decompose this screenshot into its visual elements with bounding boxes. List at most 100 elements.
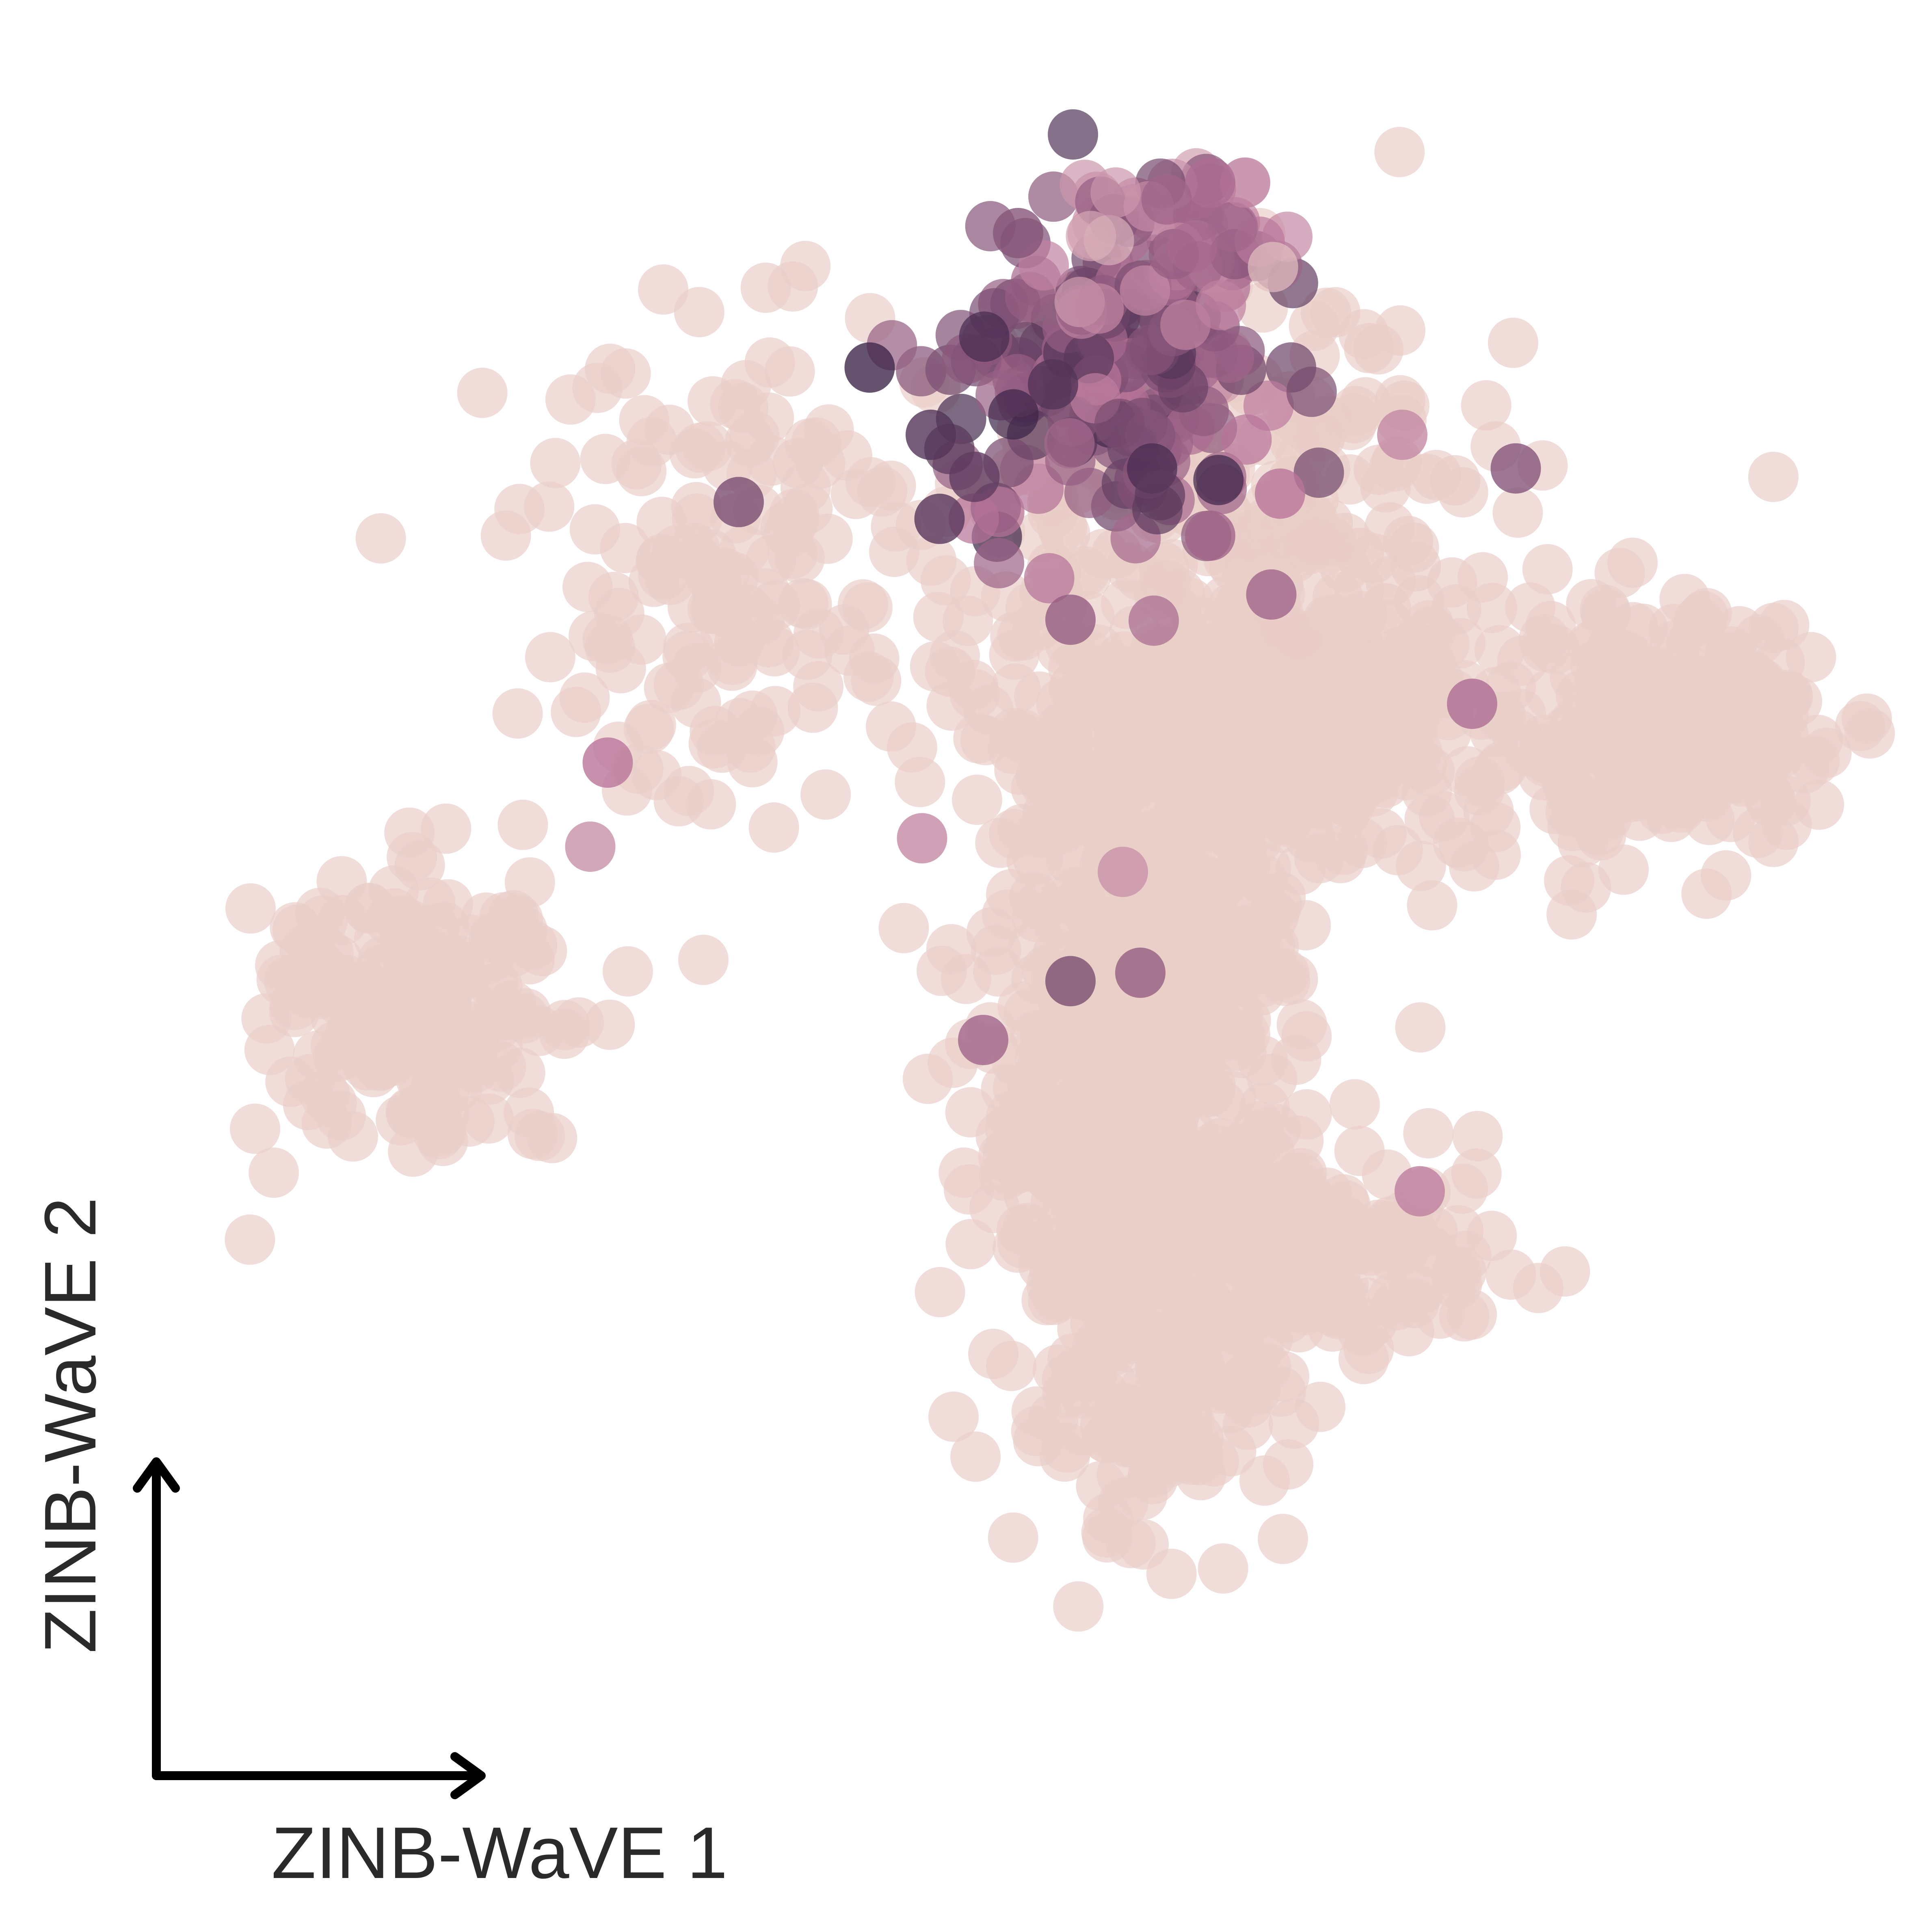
scatter-point bbox=[1042, 1113, 1092, 1164]
highlighted-point bbox=[949, 452, 1000, 502]
scatter-point bbox=[915, 1267, 965, 1318]
scatter-point bbox=[1271, 1035, 1321, 1085]
scatter-point bbox=[1147, 633, 1197, 684]
scatter-point bbox=[1275, 1152, 1326, 1203]
scatter-point bbox=[398, 1081, 449, 1132]
scatter-point bbox=[525, 632, 575, 683]
scatter-point bbox=[1748, 452, 1799, 502]
scatter-point bbox=[782, 483, 833, 534]
scatter-point bbox=[1701, 850, 1752, 901]
scatter-point bbox=[313, 1031, 363, 1082]
highlighted-point bbox=[1141, 174, 1192, 225]
scatter-point bbox=[778, 578, 828, 629]
scatter-point bbox=[1310, 744, 1361, 795]
scatter-point bbox=[638, 264, 688, 315]
scatter-point bbox=[562, 562, 613, 612]
scatter-point bbox=[1522, 544, 1573, 594]
scatter-point bbox=[514, 1005, 564, 1056]
highlighted-point bbox=[906, 409, 956, 460]
scatter-point bbox=[959, 311, 1010, 362]
scatter-point bbox=[952, 774, 1002, 825]
scatter-point bbox=[795, 438, 845, 489]
scatter-point bbox=[1492, 487, 1543, 538]
scatter-point bbox=[986, 1340, 1037, 1391]
scatter-point bbox=[1083, 215, 1134, 266]
scatter-point bbox=[1076, 1461, 1127, 1511]
scatter-point bbox=[780, 241, 831, 291]
scatter-point bbox=[559, 672, 610, 723]
scatter-point bbox=[1407, 1227, 1457, 1278]
highlighted-point bbox=[1447, 679, 1497, 729]
scatter-point bbox=[638, 549, 689, 600]
scatter-point bbox=[354, 1041, 405, 1091]
scatter-point bbox=[504, 1087, 554, 1138]
scatter-point bbox=[1395, 841, 1446, 891]
scatter-point bbox=[627, 417, 677, 467]
scatter-point bbox=[871, 501, 921, 552]
highlighted-point bbox=[1028, 359, 1078, 410]
scatter-point bbox=[1060, 1173, 1110, 1223]
scatter-point bbox=[678, 934, 729, 985]
scatter-point bbox=[1439, 1291, 1490, 1342]
scatter-point bbox=[1206, 1426, 1256, 1476]
scatter-point bbox=[664, 766, 714, 817]
scatter-point bbox=[297, 895, 348, 946]
scatter-point bbox=[1467, 583, 1518, 633]
scatter-point bbox=[1063, 889, 1113, 940]
scatter-point bbox=[1594, 548, 1645, 599]
scatter-point bbox=[1148, 748, 1199, 799]
scatter-point bbox=[1374, 127, 1425, 177]
scatter-point bbox=[1053, 1581, 1104, 1632]
scatter-point bbox=[910, 641, 960, 692]
scatter-point bbox=[974, 538, 1025, 588]
scatter-point bbox=[472, 988, 523, 1039]
scatter-point bbox=[623, 703, 674, 754]
scatter-point bbox=[1078, 1068, 1129, 1118]
scatter-point bbox=[1845, 708, 1895, 759]
highlighted-point bbox=[565, 821, 616, 872]
scatter-point bbox=[1041, 1422, 1092, 1473]
x-axis-arrowhead bbox=[450, 1752, 486, 1799]
scatter-point bbox=[1404, 794, 1455, 845]
scatter-point bbox=[750, 686, 801, 737]
scatter-point bbox=[1027, 719, 1078, 769]
highlighted-point bbox=[1220, 157, 1270, 208]
highlighted-point bbox=[1490, 443, 1541, 494]
highlighted-point bbox=[1098, 847, 1148, 897]
scatter-point bbox=[988, 389, 1039, 440]
scatter-point bbox=[1486, 1249, 1536, 1300]
axis-arrows bbox=[133, 1457, 486, 1799]
scatter-point bbox=[1128, 1189, 1178, 1240]
scatter-point bbox=[1228, 1109, 1279, 1160]
highlighted-point bbox=[1115, 947, 1166, 998]
highlighted-point bbox=[1185, 510, 1235, 561]
scatter-point bbox=[1463, 786, 1514, 836]
x-axis-label: ZINB-WaVE 1 bbox=[271, 1812, 728, 1894]
scatter-point bbox=[1103, 1240, 1153, 1291]
scatter-point bbox=[1286, 366, 1337, 417]
scatter-point bbox=[1233, 920, 1283, 970]
scatter-point bbox=[1064, 333, 1114, 384]
scatter-point bbox=[1504, 726, 1555, 776]
scatter-point bbox=[1518, 614, 1569, 665]
scatter-point bbox=[492, 688, 543, 739]
scatter-point bbox=[1461, 380, 1511, 431]
scatter-point bbox=[1287, 1228, 1338, 1279]
highlighted-point bbox=[1255, 468, 1305, 519]
scatter-point bbox=[1334, 1126, 1385, 1176]
scatter-point bbox=[971, 925, 1021, 975]
scatter-point bbox=[1368, 1272, 1419, 1323]
scatter-point bbox=[842, 582, 893, 633]
scatter-point bbox=[1090, 167, 1141, 218]
scatter-point bbox=[1175, 1295, 1226, 1346]
scatter-point bbox=[744, 337, 795, 388]
scatter-point bbox=[1315, 833, 1366, 884]
scatter-point bbox=[1330, 635, 1381, 686]
scatter-point bbox=[430, 1015, 481, 1065]
scatter-point bbox=[569, 504, 620, 555]
scatter-point bbox=[1395, 1002, 1446, 1053]
scatter-point bbox=[1082, 772, 1133, 822]
scatter-point bbox=[1207, 810, 1257, 861]
scatter-point bbox=[1452, 1111, 1503, 1161]
scatter-point bbox=[1222, 722, 1273, 773]
